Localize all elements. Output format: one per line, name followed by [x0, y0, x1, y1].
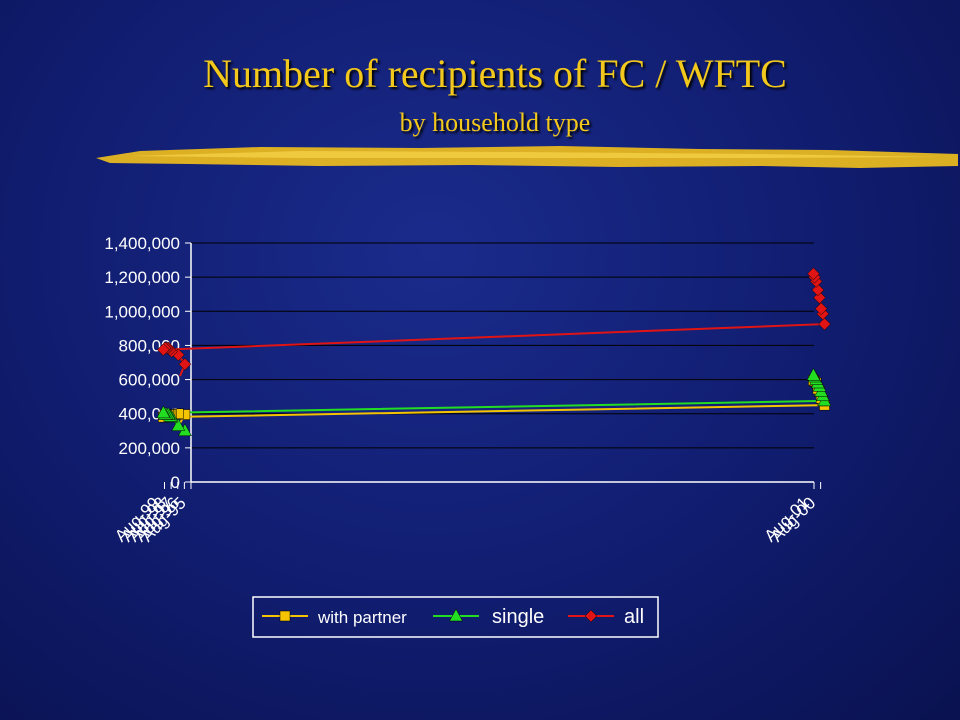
title-brush-stroke-highlight: [130, 151, 940, 158]
legend-marker: [584, 609, 598, 623]
y-tick-label: 1,000,000: [104, 302, 180, 321]
legend-marker: [449, 608, 463, 622]
data-point: [178, 357, 192, 371]
data-point: [171, 418, 186, 431]
legend-box: [252, 596, 659, 638]
slide-title: Number of recipients of FC / WFTC: [203, 51, 787, 96]
series-line-single: [161, 374, 826, 436]
series-line-all: [160, 273, 826, 377]
data-point: [818, 317, 831, 331]
data-point: [156, 405, 171, 419]
slide-subtitle: by household type: [399, 108, 591, 137]
legend-label: with partner: [317, 608, 407, 627]
y-tick-label: 0: [171, 473, 180, 492]
data-point: [157, 343, 170, 357]
data-point: [811, 283, 825, 297]
y-tick-label: 200,000: [119, 439, 180, 458]
data-point: [806, 367, 821, 381]
y-tick-label: 1,400,000: [104, 234, 180, 253]
y-tick-label: 600,000: [119, 371, 180, 390]
y-tick-label: 1,200,000: [104, 268, 180, 287]
legend-label: single: [492, 606, 544, 628]
legend-marker: [279, 610, 291, 622]
data-point: [814, 302, 828, 316]
data-point: [807, 267, 820, 281]
legend-label: all: [624, 606, 644, 628]
